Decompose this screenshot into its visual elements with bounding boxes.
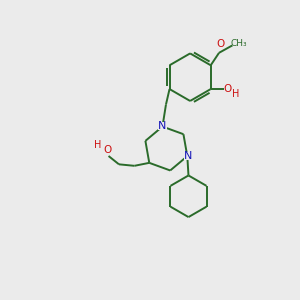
Text: O: O bbox=[216, 39, 224, 49]
FancyBboxPatch shape bbox=[104, 146, 111, 154]
FancyBboxPatch shape bbox=[184, 152, 192, 160]
Text: H: H bbox=[232, 89, 239, 99]
FancyBboxPatch shape bbox=[158, 122, 166, 130]
Text: H: H bbox=[94, 140, 102, 150]
Text: N: N bbox=[184, 151, 192, 161]
Text: O: O bbox=[224, 84, 232, 94]
Text: N: N bbox=[158, 121, 167, 131]
FancyBboxPatch shape bbox=[224, 85, 231, 93]
Text: CH₃: CH₃ bbox=[230, 38, 247, 47]
Text: O: O bbox=[103, 145, 112, 155]
FancyBboxPatch shape bbox=[217, 40, 224, 48]
